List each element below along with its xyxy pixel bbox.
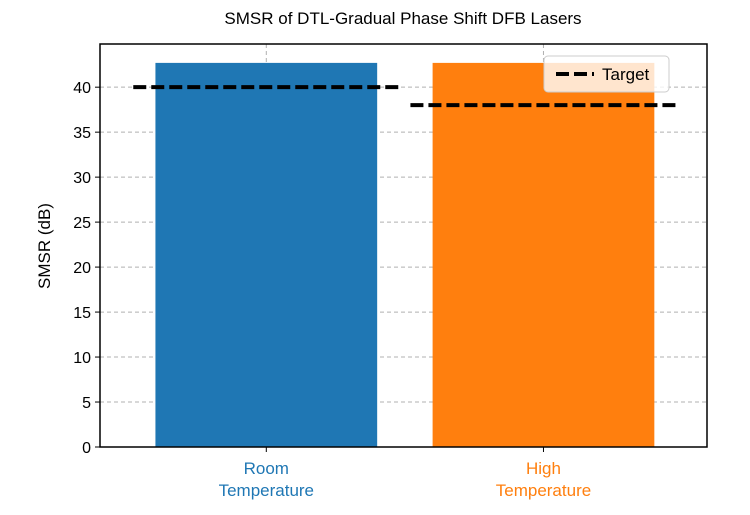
target-lines [133,85,677,108]
x-tick-label: Temperature [496,481,591,500]
y-tick-label: 0 [82,440,91,457]
legend-box [543,55,670,93]
y-tick-label: 15 [73,305,91,322]
plot-frame [99,43,708,448]
y-tick-label: 10 [73,350,91,367]
bar-1 [432,62,655,447]
bar-0 [155,62,378,447]
legend-target-label: Target [602,65,650,84]
x-tick-label: High [526,459,561,478]
x-tick-label: Room [244,459,289,478]
x-tick-label: Temperature [219,481,314,500]
y-tick-label: 20 [73,260,91,277]
y-axis-label: SMSR (dB) [35,203,54,289]
legend: Target [543,55,670,93]
y-tick-label: 30 [73,170,91,187]
bars [155,62,655,447]
x-ticks: Room Temperature High Temperature [219,447,591,500]
chart-title: SMSR of DTL-Gradual Phase Shift DFB Lase… [224,9,581,28]
y-tick-label: 40 [73,80,91,97]
y-tick-label: 35 [73,125,91,142]
y-tick-label: 5 [82,395,91,412]
y-ticks: 0 5 10 15 20 25 30 35 40 [73,80,100,457]
y-tick-label: 25 [73,215,91,232]
